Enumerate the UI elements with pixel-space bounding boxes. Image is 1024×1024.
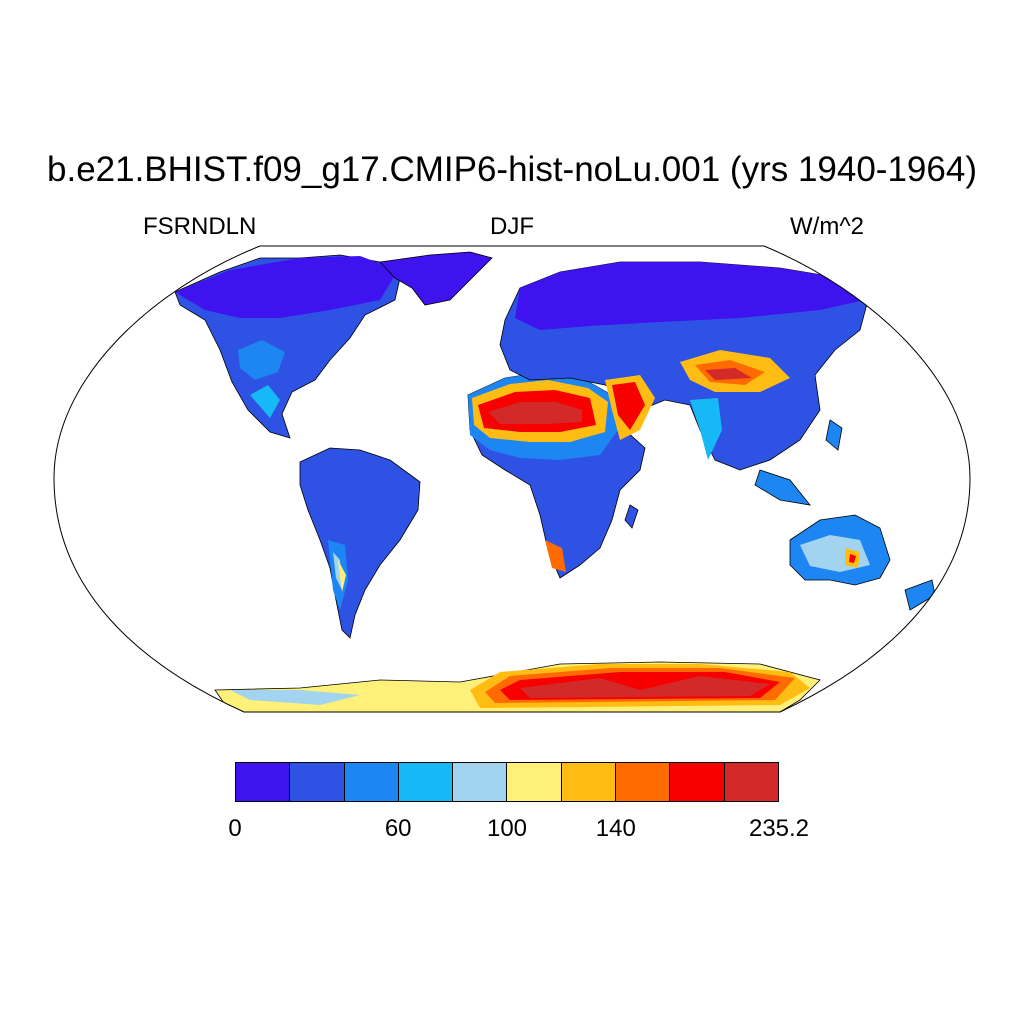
colorbar-box-1 xyxy=(290,763,345,801)
variable-label: FSRNDLN xyxy=(143,213,257,240)
colorbar-tick-label: 60 xyxy=(384,815,412,842)
africa-landmass xyxy=(467,371,646,579)
colorbar-tick-label: 140 xyxy=(595,815,636,842)
colorbar xyxy=(235,762,779,802)
colorbar-box-3 xyxy=(398,763,454,801)
colorbar-box-9 xyxy=(724,763,778,801)
south-america-landmass xyxy=(299,447,421,639)
eurasia-landmass xyxy=(499,261,869,506)
plot-title: b.e21.BHIST.f09_g17.CMIP6-hist-noLu.001 … xyxy=(47,150,977,189)
antarctica-landmass xyxy=(214,661,821,712)
colorbar-box-0 xyxy=(236,763,291,801)
colorbar-tick-label: 0 xyxy=(228,815,242,842)
colorbar-tick-label: 100 xyxy=(486,815,528,842)
australia-landmass xyxy=(789,514,936,611)
colorbar-box-5 xyxy=(507,763,562,801)
colorbar-box-2 xyxy=(344,763,399,801)
colorbar-box-8 xyxy=(670,763,725,801)
colorbar-tick-label: 235.2 xyxy=(748,815,810,842)
colorbar-box-7 xyxy=(616,763,671,801)
colorbar-box-4 xyxy=(453,763,508,801)
map-border xyxy=(53,245,971,713)
north-america-landmass xyxy=(174,251,493,439)
colorbar-box-6 xyxy=(561,763,617,801)
units-label: W/m^2 xyxy=(790,213,864,240)
season-label: DJF xyxy=(490,213,534,240)
